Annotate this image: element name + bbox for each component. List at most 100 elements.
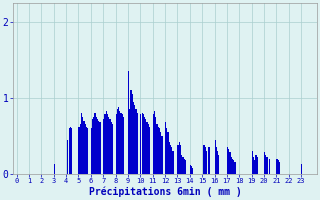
Bar (149, 127, 150, 174)
Bar (156, 124, 157, 174)
Bar (100, 122, 101, 174)
Bar (67, 140, 68, 174)
Bar (155, 117, 156, 174)
Bar (87, 128, 88, 174)
Bar (264, 152, 265, 174)
Bar (107, 114, 108, 174)
Bar (192, 168, 194, 174)
Bar (157, 127, 159, 174)
X-axis label: Précipitations 6min ( mm ): Précipitations 6min ( mm ) (89, 187, 241, 197)
Bar (153, 114, 154, 174)
Bar (103, 119, 104, 174)
Bar (255, 155, 257, 174)
Bar (133, 102, 134, 174)
Bar (82, 117, 83, 174)
Bar (141, 113, 143, 174)
Bar (140, 114, 141, 174)
Bar (279, 162, 280, 174)
Bar (191, 166, 192, 174)
Bar (120, 113, 122, 174)
Bar (160, 132, 161, 174)
Bar (147, 122, 148, 174)
Bar (252, 151, 253, 174)
Bar (70, 127, 71, 174)
Bar (231, 157, 232, 174)
Bar (159, 128, 160, 174)
Bar (94, 113, 96, 174)
Bar (109, 119, 111, 174)
Bar (216, 147, 217, 174)
Bar (227, 147, 228, 174)
Bar (167, 132, 169, 174)
Bar (80, 124, 81, 174)
Bar (84, 124, 86, 174)
Bar (180, 145, 181, 174)
Bar (228, 149, 229, 174)
Bar (254, 160, 255, 174)
Bar (181, 155, 182, 174)
Bar (301, 164, 302, 174)
Bar (190, 165, 191, 174)
Bar (172, 151, 174, 174)
Bar (214, 140, 216, 174)
Bar (204, 147, 206, 174)
Bar (169, 142, 170, 174)
Bar (232, 159, 233, 174)
Bar (276, 159, 278, 174)
Bar (148, 124, 149, 174)
Bar (135, 109, 137, 174)
Bar (108, 117, 109, 174)
Bar (117, 109, 118, 174)
Bar (119, 111, 120, 174)
Bar (91, 128, 92, 174)
Bar (170, 145, 171, 174)
Bar (132, 94, 133, 174)
Bar (177, 145, 179, 174)
Bar (118, 107, 119, 174)
Bar (206, 151, 207, 174)
Bar (97, 119, 98, 174)
Bar (83, 121, 84, 174)
Bar (134, 105, 135, 174)
Bar (161, 136, 163, 174)
Bar (229, 152, 231, 174)
Bar (145, 119, 147, 174)
Bar (208, 147, 210, 174)
Bar (123, 117, 124, 174)
Bar (257, 157, 258, 174)
Bar (96, 117, 97, 174)
Bar (116, 114, 117, 174)
Bar (143, 114, 144, 174)
Bar (93, 117, 94, 174)
Bar (166, 128, 167, 174)
Bar (171, 147, 172, 174)
Bar (234, 162, 236, 174)
Bar (122, 114, 123, 174)
Bar (86, 127, 87, 174)
Bar (54, 164, 55, 174)
Bar (106, 111, 107, 174)
Bar (278, 160, 279, 174)
Bar (112, 124, 113, 174)
Bar (71, 128, 72, 174)
Bar (128, 71, 129, 174)
Bar (184, 159, 185, 174)
Bar (253, 157, 254, 174)
Bar (165, 122, 166, 174)
Bar (98, 121, 100, 174)
Bar (217, 151, 218, 174)
Bar (185, 160, 186, 174)
Bar (218, 155, 220, 174)
Bar (68, 128, 70, 174)
Bar (269, 159, 270, 174)
Bar (182, 157, 184, 174)
Bar (267, 157, 268, 174)
Bar (130, 90, 132, 174)
Bar (92, 119, 93, 174)
Bar (104, 114, 106, 174)
Bar (111, 122, 112, 174)
Bar (81, 113, 82, 174)
Bar (265, 155, 267, 174)
Bar (129, 109, 130, 174)
Bar (233, 160, 234, 174)
